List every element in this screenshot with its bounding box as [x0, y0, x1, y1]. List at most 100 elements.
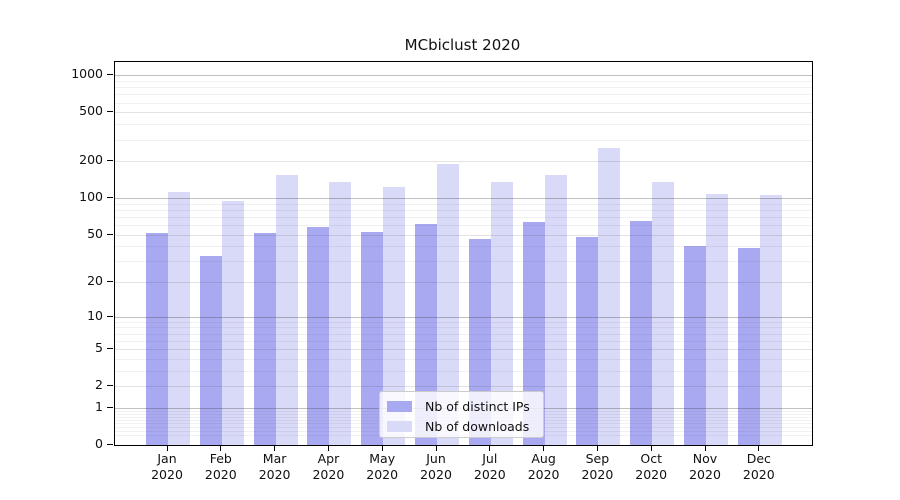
x-tick-mark	[489, 445, 491, 451]
bar-distinct-ips-feb	[199, 256, 222, 445]
bar-distinct-ips-nov	[684, 246, 706, 445]
x-tick-mark	[435, 445, 437, 451]
x-tick-label-jun: Jun 2020	[420, 451, 452, 482]
legend-label-distinct-ips: Nb of distinct IPs	[425, 398, 530, 414]
gridline	[115, 139, 812, 141]
y-tick-mark	[107, 160, 113, 162]
x-tick-mark	[274, 445, 276, 451]
legend-item-distinct-ips: Nb of distinct IPs	[387, 396, 543, 416]
bar-downloads-aug	[544, 175, 567, 445]
y-tick-mark	[107, 74, 113, 76]
x-tick-mark	[704, 445, 706, 451]
x-tick-label-jul: Jul 2020	[473, 451, 506, 482]
y-tick-mark	[107, 315, 113, 317]
gridline	[115, 209, 812, 211]
x-tick-mark	[758, 445, 760, 451]
y-tick-label-10: 10	[87, 307, 103, 323]
y-tick-label-2: 2	[95, 377, 103, 393]
y-tick-mark	[107, 385, 113, 387]
x-tick-label-aug: Aug 2020	[527, 451, 560, 482]
gridline	[115, 161, 812, 163]
bar-distinct-ips-may	[361, 231, 384, 445]
bar-downloads-dec	[759, 195, 782, 445]
gridline	[115, 370, 812, 372]
y-tick-label-0: 0	[95, 436, 103, 451]
gridline	[115, 261, 812, 263]
gridline	[115, 94, 812, 96]
gridline	[115, 102, 812, 104]
bar-downloads-may	[383, 187, 406, 445]
y-tick-label-1000: 1000	[71, 66, 103, 82]
legend-swatch-distinct-ips	[387, 400, 412, 412]
gridline	[115, 234, 812, 236]
x-tick-mark	[543, 445, 545, 451]
x-tick-label-oct: Oct 2020	[635, 451, 668, 482]
y-tick-label-20: 20	[87, 273, 103, 288]
gridline	[115, 198, 812, 199]
gridline	[115, 124, 812, 126]
gridline	[115, 386, 812, 388]
gridline	[115, 225, 812, 226]
x-tick-label-may: May 2020	[366, 451, 399, 482]
gridline	[115, 321, 812, 323]
bar-downloads-oct	[652, 181, 675, 445]
bar-downloads-feb	[221, 200, 244, 445]
y-tick-label-200: 200	[79, 152, 103, 168]
bar-downloads-jan	[168, 192, 190, 445]
gridline	[115, 358, 812, 360]
x-tick-mark	[381, 445, 383, 451]
legend: Nb of distinct IPs Nb of downloads	[379, 391, 544, 438]
x-tick-label-mar: Mar 2020	[258, 451, 291, 482]
bar-downloads-jun	[437, 164, 459, 445]
gridline	[115, 340, 812, 342]
x-tick-mark	[220, 445, 222, 451]
y-tick-mark	[107, 444, 113, 445]
gridline	[115, 327, 812, 329]
y-tick-label-500: 500	[79, 103, 103, 119]
gridline	[115, 349, 812, 351]
legend-label-downloads: Nb of downloads	[425, 418, 530, 434]
gridline	[115, 216, 812, 218]
bar-distinct-ips-mar	[253, 232, 276, 445]
x-tick-mark	[327, 445, 329, 451]
bar-distinct-ips-oct	[630, 220, 653, 445]
x-tick-mark	[166, 445, 168, 451]
bar-distinct-ips-aug	[522, 221, 545, 445]
chart-title: MCbiclust 2020	[404, 36, 521, 54]
gridline	[115, 203, 812, 205]
bar-distinct-ips-apr	[307, 226, 330, 445]
y-tick-mark	[107, 197, 113, 198]
y-tick-label-5: 5	[95, 340, 103, 356]
gridline	[115, 75, 812, 77]
x-tick-label-dec: Dec 2020	[742, 451, 775, 482]
bar-downloads-sep	[598, 148, 621, 445]
bar-downloads-apr	[329, 181, 352, 445]
y-tick-mark	[107, 233, 113, 235]
legend-item-downloads: Nb of downloads	[387, 416, 543, 436]
gridline	[115, 246, 812, 248]
x-tick-label-sep: Sep 2020	[581, 451, 614, 482]
plot-area	[114, 61, 813, 446]
bar-distinct-ips-sep	[576, 236, 599, 445]
y-tick-mark	[107, 281, 113, 282]
x-tick-label-jan: Jan 2020	[151, 451, 183, 482]
gridline	[115, 87, 812, 89]
gridline	[115, 80, 812, 82]
bar-downloads-jul	[490, 181, 513, 445]
bar-distinct-ips-jan	[146, 232, 168, 445]
x-tick-label-apr: Apr 2020	[312, 451, 345, 482]
y-tick-label-100: 100	[79, 189, 103, 204]
legend-swatch-downloads	[387, 420, 412, 432]
y-tick-mark	[107, 348, 113, 350]
x-tick-mark	[650, 445, 652, 451]
bar-distinct-ips-dec	[737, 247, 760, 445]
bar-downloads-mar	[275, 174, 298, 445]
gridline	[115, 333, 812, 335]
y-tick-mark	[107, 406, 113, 408]
gridline	[115, 112, 812, 114]
gridline	[115, 282, 812, 283]
bar-distinct-ips-jun	[415, 224, 437, 445]
y-tick-label-1: 1	[95, 398, 103, 414]
x-tick-label-feb: Feb 2020	[204, 451, 237, 482]
